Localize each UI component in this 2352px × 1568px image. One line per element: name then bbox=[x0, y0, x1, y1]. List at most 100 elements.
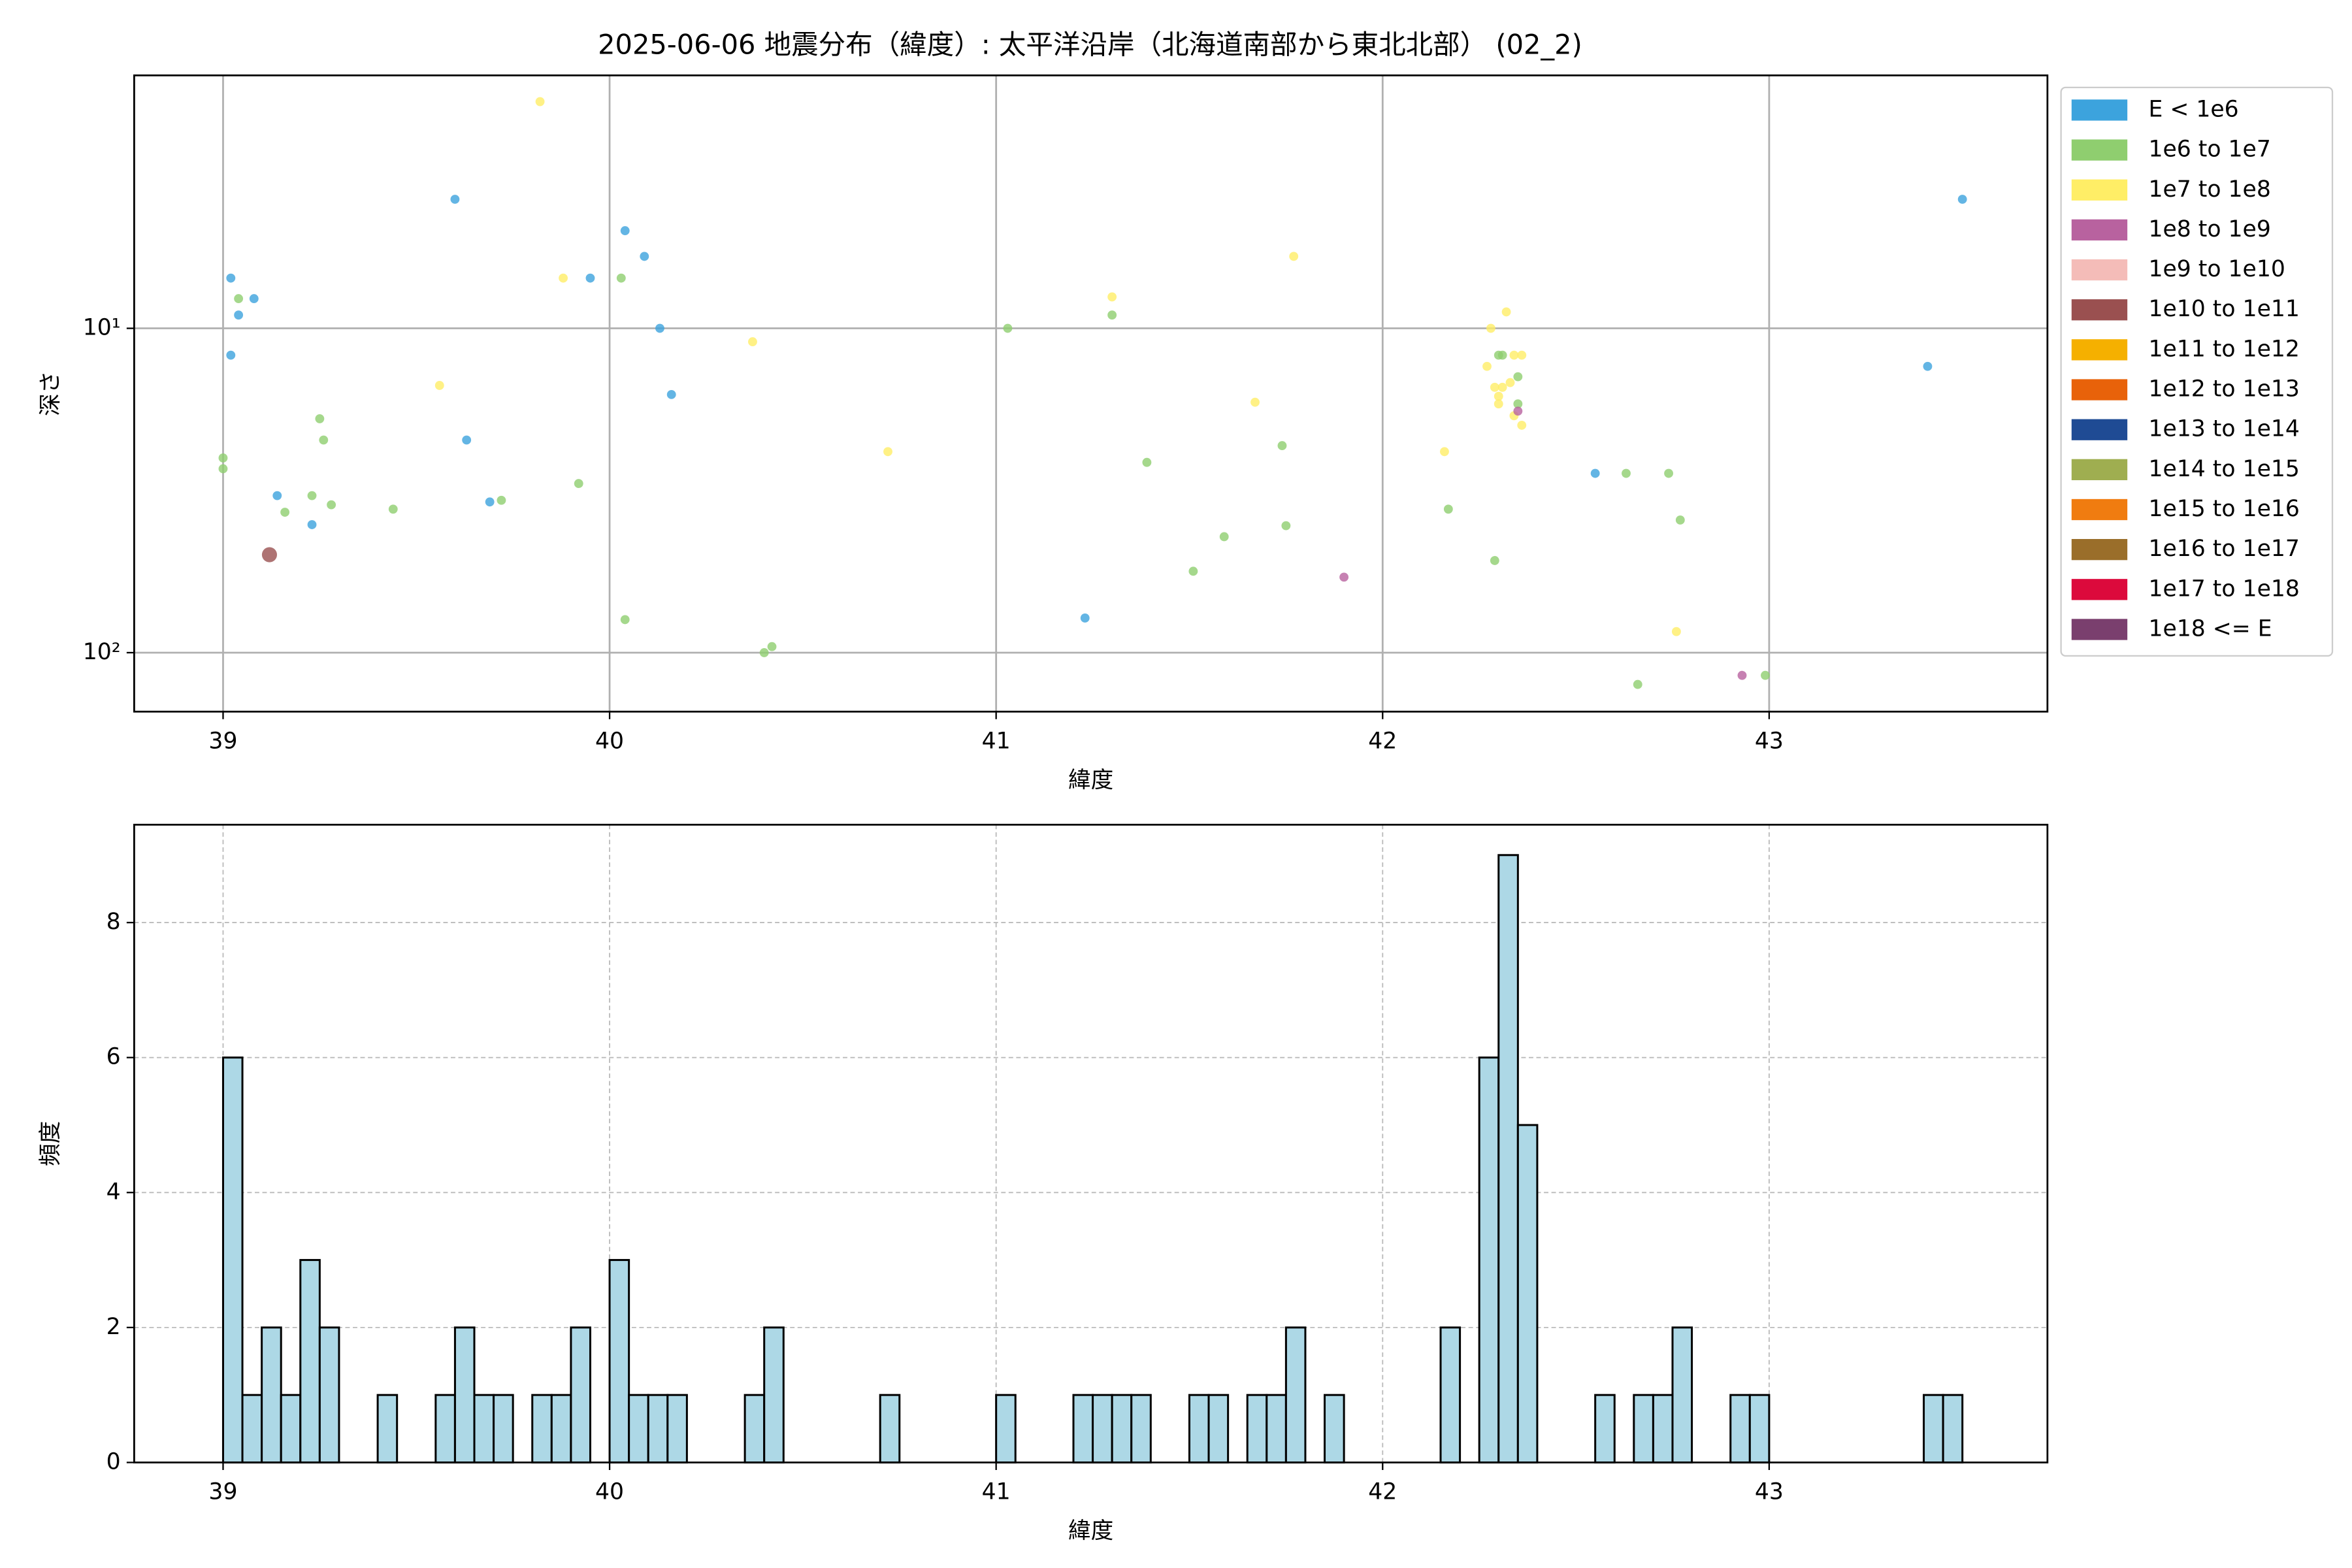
legend-label: 1e17 to 1e18 bbox=[2148, 576, 2299, 602]
scatter-point bbox=[485, 497, 495, 507]
histogram-bar bbox=[318, 1326, 340, 1463]
histogram-bar bbox=[241, 1394, 263, 1463]
scatter-point bbox=[272, 491, 282, 500]
x-tick-label: 41 bbox=[982, 1479, 1011, 1505]
scatter-point bbox=[1219, 532, 1229, 542]
scatter-point bbox=[1003, 323, 1013, 333]
y-tick-label: 10² bbox=[83, 639, 121, 665]
scatter-point bbox=[1494, 399, 1503, 409]
scatter-point bbox=[535, 97, 545, 106]
histogram-bar bbox=[1671, 1326, 1693, 1463]
chart-title: 2025-06-06 地震分布（緯度）: 太平洋沿岸（北海道南部から東北北部） … bbox=[598, 29, 1582, 61]
scatter-point bbox=[759, 648, 769, 657]
scatter-point bbox=[226, 350, 236, 360]
legend-swatch bbox=[2071, 579, 2128, 600]
histogram-bar bbox=[473, 1394, 495, 1463]
histogram-bar bbox=[1072, 1394, 1094, 1463]
histogram-bar bbox=[1478, 1056, 1500, 1463]
histogram-bar bbox=[1516, 1124, 1539, 1463]
scatter-point bbox=[1622, 468, 1631, 478]
legend-label: 1e9 to 1e10 bbox=[2148, 256, 2285, 282]
legend-swatch bbox=[2071, 498, 2128, 521]
scatter-point bbox=[1505, 378, 1515, 387]
scatter-point bbox=[1633, 679, 1642, 689]
histogram-bar bbox=[608, 1259, 630, 1463]
y-tick-label: 0 bbox=[106, 1448, 121, 1475]
scatter-point bbox=[1664, 468, 1673, 478]
legend-swatch bbox=[2071, 99, 2128, 121]
y-axis-label: 頻度 bbox=[37, 1121, 63, 1166]
histogram-bar bbox=[434, 1394, 456, 1463]
scatter-point bbox=[1482, 361, 1492, 371]
legend-swatch bbox=[2071, 379, 2128, 400]
scatter-point bbox=[1497, 350, 1507, 360]
histogram-bar bbox=[1729, 1394, 1751, 1463]
histogram-bar bbox=[1130, 1394, 1152, 1463]
scatter-point bbox=[462, 435, 472, 445]
scatter-point bbox=[1517, 350, 1527, 360]
histogram-bar bbox=[743, 1394, 766, 1463]
scatter-point bbox=[883, 447, 892, 457]
scatter-point bbox=[767, 642, 777, 651]
histogram-bar bbox=[261, 1326, 282, 1463]
scatter-point bbox=[574, 479, 583, 489]
legend-label: 1e18 <= E bbox=[2148, 615, 2272, 642]
x-tick-label: 40 bbox=[595, 728, 624, 754]
histogram-bar bbox=[995, 1394, 1017, 1463]
scatter-point bbox=[1188, 566, 1198, 576]
legend-label: 1e10 to 1e11 bbox=[2148, 296, 2299, 322]
scatter-point bbox=[1761, 670, 1770, 680]
scatter-point bbox=[1490, 556, 1499, 565]
legend-swatch bbox=[2071, 619, 2128, 640]
x-tick-label: 39 bbox=[208, 728, 237, 754]
scatter-point bbox=[261, 547, 277, 563]
scatter-point bbox=[315, 414, 325, 423]
scatter-point bbox=[1107, 310, 1117, 320]
scatter-point bbox=[666, 389, 676, 399]
histogram-bar bbox=[493, 1394, 514, 1463]
legend-label: 1e14 to 1e15 bbox=[2148, 456, 2299, 482]
legend-label: 1e6 to 1e7 bbox=[2148, 137, 2270, 163]
scatter-point bbox=[1277, 441, 1287, 451]
scatter-point bbox=[234, 294, 244, 304]
scatter-point bbox=[1737, 670, 1747, 680]
histogram-bar bbox=[1246, 1394, 1268, 1463]
legend-label: 1e11 to 1e12 bbox=[2148, 336, 2299, 362]
scatter-point bbox=[1490, 382, 1499, 392]
x-tick-label: 43 bbox=[1755, 728, 1784, 754]
scatter-point bbox=[1289, 252, 1299, 261]
plot-frame bbox=[133, 74, 2049, 713]
scatter-point bbox=[1501, 307, 1511, 317]
x-tick-label: 43 bbox=[1755, 1479, 1784, 1505]
legend-box bbox=[2060, 86, 2334, 657]
y-tick-label: 6 bbox=[106, 1044, 121, 1070]
scatter-point bbox=[620, 226, 630, 236]
scatter-point bbox=[1590, 468, 1600, 478]
histogram-bar bbox=[453, 1326, 476, 1463]
scatter-point bbox=[585, 273, 595, 283]
histogram-bar bbox=[879, 1394, 901, 1463]
scatter-point bbox=[388, 504, 398, 514]
scatter-point bbox=[434, 381, 444, 390]
histogram-bar bbox=[550, 1394, 572, 1463]
legend-swatch bbox=[2071, 259, 2128, 281]
histogram-bar bbox=[763, 1326, 785, 1463]
x-tick-label: 42 bbox=[1368, 1479, 1397, 1505]
scatter-point bbox=[1517, 420, 1527, 430]
histogram-bar bbox=[1284, 1326, 1307, 1463]
scatter-point bbox=[497, 495, 506, 505]
histogram-bar bbox=[1652, 1394, 1674, 1463]
scatter-point bbox=[1250, 397, 1260, 407]
scatter-point bbox=[1513, 399, 1523, 409]
histogram-bar bbox=[570, 1326, 591, 1463]
scatter-point bbox=[1513, 372, 1523, 382]
y-axis-label: 深さ bbox=[37, 371, 63, 416]
scatter-point bbox=[1513, 406, 1523, 416]
scatter-point bbox=[655, 323, 664, 333]
scatter-point bbox=[1957, 195, 1967, 204]
histogram-bar bbox=[1324, 1394, 1345, 1463]
histogram-bar bbox=[1748, 1394, 1771, 1463]
